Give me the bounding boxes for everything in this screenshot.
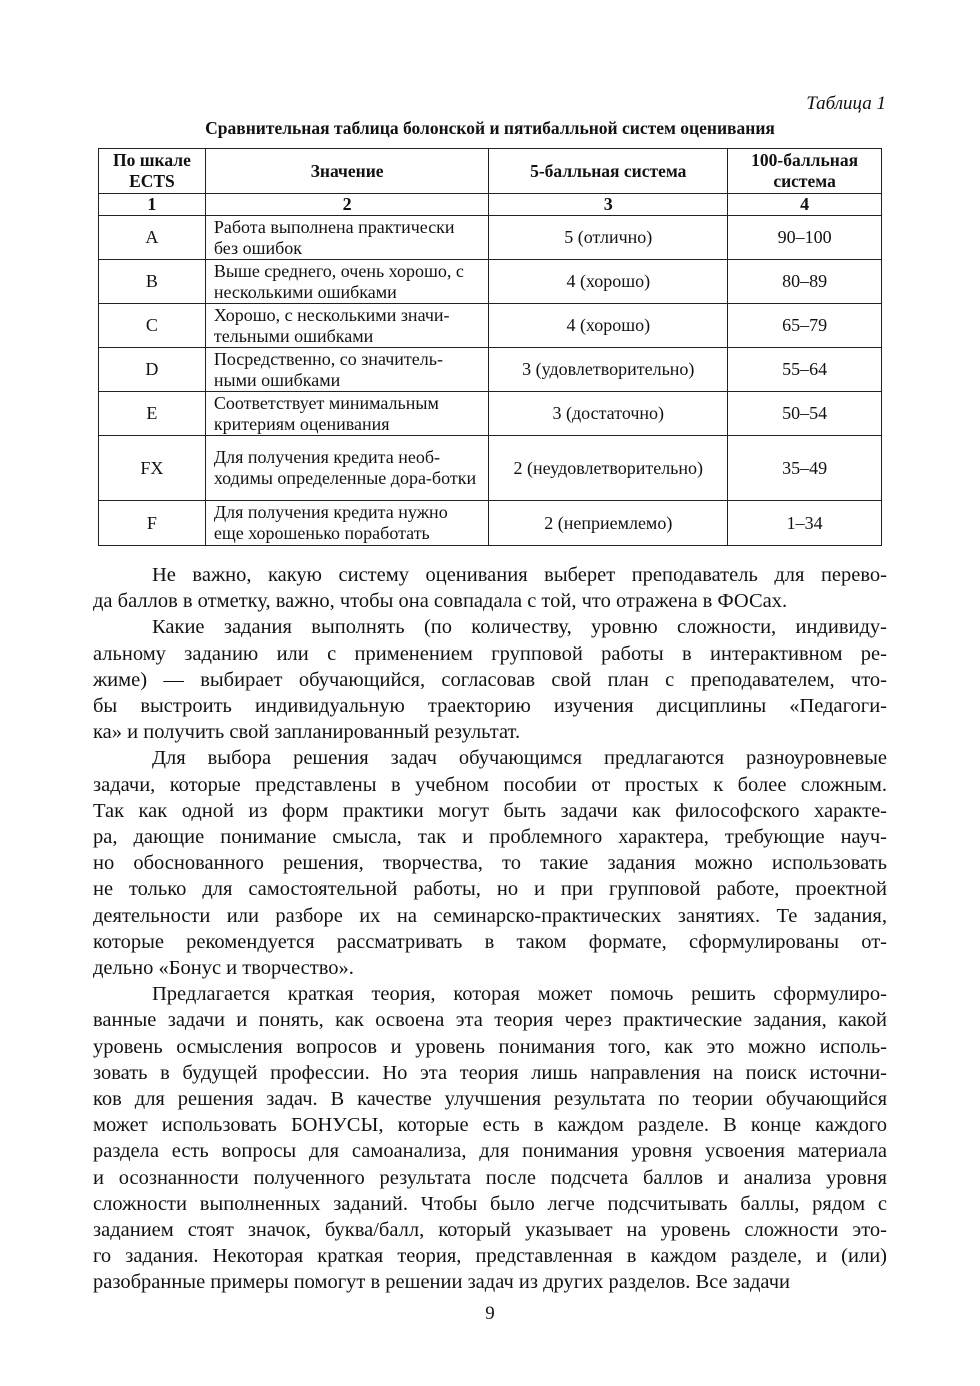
meaning-cell: Выше среднего, очень хорошо, с нескольки… (204, 259, 490, 304)
meaning-cell: Хорошо, с несколькими значи-тельными оши… (204, 303, 490, 348)
text-line: которые рекомендуется рассматривать в та… (93, 930, 887, 953)
col-number: 2 (204, 193, 490, 216)
text-line: Не важно, какую систему оценивания выбер… (152, 564, 887, 586)
table-row: E Соответствует минимальным критериям оце… (98, 391, 882, 436)
meaning-cell: Соответствует минимальным критериям оцен… (204, 391, 490, 436)
body-text: Не важно, какую систему оценивания выбер… (93, 562, 887, 1296)
text-line: Так как одной из форм практики могут быт… (93, 799, 887, 822)
text-line: ка» и получить свой запланированный резу… (93, 721, 521, 744)
meaning-cell: Для получения кредита нужно еще хорошень… (204, 500, 490, 546)
table-title: Сравнительная таблица болонской и пятиба… (205, 118, 775, 138)
ects-cell: B (98, 259, 206, 304)
text-line: Предлагается краткая теория, которая мож… (152, 983, 887, 1006)
text-line: может использовать БОНУСЫ, которые есть … (93, 1114, 887, 1137)
paragraph: Для выбора решения задач обучающимся пре… (93, 745, 887, 981)
text-line: да баллов в отметку, важно, чтобы она со… (93, 590, 788, 613)
hundred-point-cell: 55–64 (727, 347, 882, 392)
five-point-cell: 2 (неприемлемо) (488, 500, 729, 546)
ects-cell: A (98, 215, 206, 260)
col-number: 1 (98, 193, 206, 216)
header-meaning: Значение (204, 148, 490, 194)
table-row: C Хорошо, с несколькими значи-тельными ош… (98, 303, 882, 348)
text-line: жиме) — выбирает обучающийся, согласовав… (93, 668, 887, 691)
paragraph: Не важно, какую систему оценивания выбер… (93, 562, 887, 614)
hundred-point-cell: 65–79 (727, 303, 882, 348)
text-line: и осознанности полученного результата по… (93, 1166, 887, 1189)
hundred-point-cell: 90–100 (727, 215, 882, 260)
five-point-cell: 3 (удовлетворительно) (488, 347, 729, 392)
meaning-cell: Посредственно, со значитель-ными ошибкам… (204, 347, 490, 392)
text-line: ванные задачи и понять, как освоена эта … (93, 1009, 887, 1032)
table-caption: Таблица 1 (806, 93, 886, 114)
hundred-point-cell: 35–49 (727, 435, 882, 501)
five-point-cell: 4 (хорошо) (488, 303, 729, 348)
table-row: A Работа выполнена практически без ошибок… (98, 215, 882, 260)
text-line: ра, дающие понимание смысла, так и пробл… (93, 826, 887, 849)
text-line: раздела есть вопросы для самоанализа, дл… (93, 1140, 887, 1163)
header-five: 5-балльная система (488, 148, 729, 194)
table-row: D Посредственно, со значитель-ными ошибка… (98, 347, 882, 392)
hundred-point-cell: 80–89 (727, 259, 882, 304)
paragraph: Какие задания выполнять (по количеству, … (93, 614, 887, 745)
text-line: Какие задания выполнять (по количеству, … (152, 616, 887, 639)
five-point-cell: 3 (достаточно) (488, 391, 729, 436)
table-row: FX Для получения кредита необ-ходимы опре… (98, 435, 882, 501)
text-line: задачи, которые представлены в учебном п… (93, 773, 887, 796)
five-point-cell: 5 (отлично) (488, 215, 729, 260)
text-line: деятельности или разборе их на семинарск… (93, 904, 887, 927)
col-number: 3 (488, 193, 729, 216)
meaning-cell: Работа выполнена практически без ошибок (204, 215, 490, 260)
text-line: зовать в будущей профессии. Но эта теори… (93, 1061, 887, 1084)
ects-cell: E (98, 391, 206, 436)
text-line: ков для решения задач. В качестве улучше… (93, 1088, 887, 1111)
text-line: бы выстроить индивидуальную траекторию и… (93, 695, 887, 718)
hundred-point-cell: 50–54 (727, 391, 882, 436)
grading-table: По шкале ECTS Значение 5-балльная систем… (98, 148, 882, 546)
text-line: альному заданию или с применением группо… (93, 642, 887, 665)
five-point-cell: 2 (неудовлетворительно) (488, 435, 729, 501)
header-hundred: 100-балльная система (727, 148, 882, 194)
ects-cell: F (98, 500, 206, 546)
text-line: Для выбора решения задач обучающимся пре… (152, 747, 887, 770)
text-line: го задания. Некоторая краткая теория, пр… (93, 1245, 887, 1268)
table-row: B Выше среднего, очень хорошо, с нескольк… (98, 259, 882, 304)
page-number: 9 (485, 1303, 495, 1324)
text-line: заданием стоят значок, буква/балл, котор… (93, 1219, 887, 1242)
col-number: 4 (727, 193, 882, 216)
meaning-cell: Для получения кредита необ-ходимы опреде… (204, 435, 490, 501)
text-line: сложности выполненных заданий. Чтобы был… (93, 1192, 887, 1215)
text-line: дельно «Бонус и творчество». (93, 957, 354, 980)
ects-cell: C (98, 303, 206, 348)
five-point-cell: 4 (хорошо) (488, 259, 729, 304)
hundred-point-cell: 1–34 (727, 500, 882, 546)
text-line: уровень осмысления вопросов и уровень по… (93, 1035, 887, 1058)
text-line: но обоснованного решения, творчества, то… (93, 852, 887, 875)
ects-cell: D (98, 347, 206, 392)
header-ects: По шкале ECTS (98, 148, 206, 194)
paragraph: Предлагается краткая теория, которая мож… (93, 981, 887, 1295)
text-line: не только для самостоятельной работы, но… (93, 878, 887, 901)
text-line: разобранные примеры помогут в решении за… (93, 1271, 790, 1294)
ects-cell: FX (98, 435, 206, 501)
table-row: F Для получения кредита нужно еще хорошен… (98, 500, 882, 546)
